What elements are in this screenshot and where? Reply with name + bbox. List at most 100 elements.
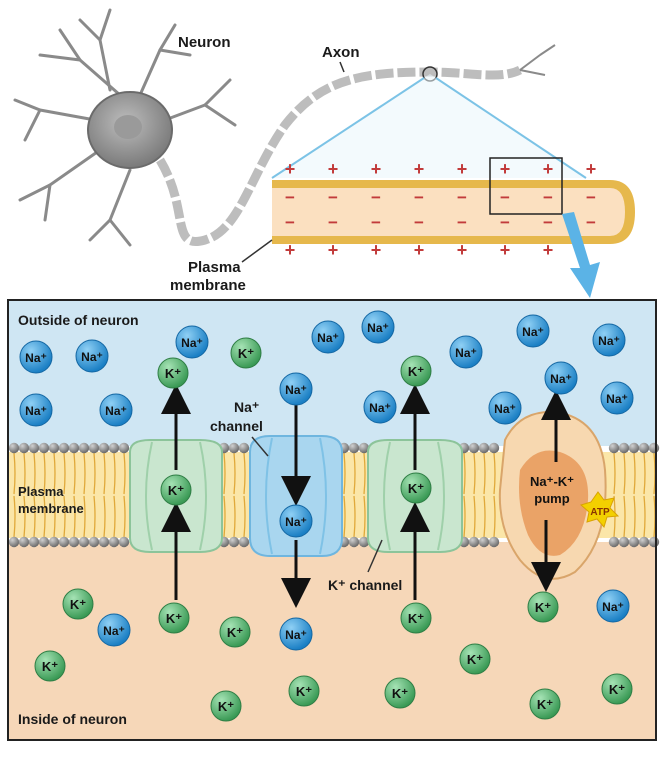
svg-text:K⁺: K⁺ <box>467 652 483 667</box>
svg-text:−: − <box>586 188 596 207</box>
plasma-membrane-side-label-2: membrane <box>18 501 84 516</box>
svg-text:K⁺: K⁺ <box>70 597 86 612</box>
plus-sign: + <box>285 240 296 260</box>
sodium-ion: Na⁺ <box>279 372 313 406</box>
potassium-ion: K⁺ <box>219 616 251 648</box>
sodium-ion: Na⁺ <box>361 310 395 344</box>
plus-sign: + <box>285 159 296 179</box>
svg-text:K⁺: K⁺ <box>296 684 312 699</box>
potassium-ion: K⁺ <box>400 602 432 634</box>
svg-text:Na⁺: Na⁺ <box>25 351 47 365</box>
sodium-ion: Na⁺ <box>363 390 397 424</box>
na-channel-label-1: Na⁺ <box>234 399 259 415</box>
neuron-nucleus <box>114 115 142 139</box>
phospholipid-head <box>618 442 630 454</box>
k-channel-label: K⁺ channel <box>328 577 402 593</box>
sodium-ion: Na⁺ <box>600 381 634 415</box>
svg-text:−: − <box>285 213 295 232</box>
sodium-ion: Na⁺ <box>19 340 53 374</box>
plus-sign: + <box>371 159 382 179</box>
phospholipid-head <box>78 536 90 548</box>
svg-text:−: − <box>328 188 338 207</box>
sodium-ion: Na⁺ <box>75 339 109 373</box>
svg-text:Na⁺: Na⁺ <box>317 331 339 345</box>
phospholipid-head <box>58 442 70 454</box>
pump-label-2: pump <box>534 491 569 506</box>
axon-label: Axon <box>322 44 360 61</box>
phospholipid-head <box>28 442 40 454</box>
phospholipid-head <box>468 536 480 548</box>
phospholipid-head <box>118 442 130 454</box>
potassium-ion: K⁺ <box>400 355 432 387</box>
potassium-ion: K⁺ <box>400 472 432 504</box>
svg-text:−: − <box>543 188 553 207</box>
sodium-ion: Na⁺ <box>592 323 626 357</box>
sodium-ion: Na⁺ <box>544 361 578 395</box>
phospholipid-head <box>488 536 500 548</box>
phospholipid-head <box>238 442 250 454</box>
phospholipid-head <box>98 442 110 454</box>
plus-sign: + <box>328 240 339 260</box>
phospholipid-head <box>358 442 370 454</box>
plus-sign: + <box>543 240 554 260</box>
phospholipid-head <box>618 536 630 548</box>
phospholipid-head <box>228 442 240 454</box>
svg-text:−: − <box>371 213 381 232</box>
svg-text:K⁺: K⁺ <box>168 483 184 498</box>
phospholipid-head <box>78 442 90 454</box>
phospholipid-heads <box>8 442 660 548</box>
phospholipid-head <box>18 536 30 548</box>
potassium-ion: K⁺ <box>601 673 633 705</box>
inside-charges: − − − − − − − − − − − − − − − − <box>285 188 596 232</box>
potassium-ion: K⁺ <box>210 690 242 722</box>
outside-charges: + + + + + + + + + + + + + + + <box>285 159 597 260</box>
sodium-ion: Na⁺ <box>175 325 209 359</box>
phospholipid-head <box>58 536 70 548</box>
svg-text:K⁺: K⁺ <box>537 697 553 712</box>
svg-text:K⁺: K⁺ <box>227 625 243 640</box>
svg-text:−: − <box>285 188 295 207</box>
phospholipid-head <box>28 536 40 548</box>
svg-text:Na⁺: Na⁺ <box>606 392 628 406</box>
phospholipid-head <box>608 442 620 454</box>
phospholipid-head <box>628 536 640 548</box>
svg-text:Na⁺: Na⁺ <box>550 372 572 386</box>
phospholipid-head <box>228 536 240 548</box>
svg-text:Na⁺: Na⁺ <box>103 624 125 638</box>
plus-sign: + <box>500 159 511 179</box>
svg-text:Na⁺: Na⁺ <box>181 336 203 350</box>
potassium-ion: K⁺ <box>34 650 66 682</box>
phospholipid-head <box>48 442 60 454</box>
atp-star-icon: ATP <box>579 491 620 529</box>
transport-arrows <box>161 384 571 608</box>
svg-text:K⁺: K⁺ <box>42 659 58 674</box>
potassium-ion: K⁺ <box>230 337 262 369</box>
phospholipid-head <box>88 536 100 548</box>
plus-sign: + <box>457 159 468 179</box>
svg-text:−: − <box>371 188 381 207</box>
svg-text:−: − <box>543 213 553 232</box>
sodium-ion: Na⁺ <box>19 393 53 427</box>
sodium-ion: Na⁺ <box>97 613 131 647</box>
plus-sign: + <box>586 159 597 179</box>
svg-text:Na⁺: Na⁺ <box>367 321 389 335</box>
svg-text:K⁺: K⁺ <box>408 364 424 379</box>
svg-text:Na⁺: Na⁺ <box>494 402 516 416</box>
atp-label: ATP <box>590 507 610 518</box>
potassium-ion: K⁺ <box>160 474 192 506</box>
svg-text:K⁺: K⁺ <box>392 686 408 701</box>
svg-text:−: − <box>500 188 510 207</box>
svg-text:K⁺: K⁺ <box>535 600 551 615</box>
plus-sign: + <box>457 240 468 260</box>
sodium-ion: Na⁺ <box>279 617 313 651</box>
inside-label: Inside of neuron <box>18 711 127 727</box>
svg-text:K⁺: K⁺ <box>165 366 181 381</box>
phospholipid-head <box>478 442 490 454</box>
sodium-ion: Na⁺ <box>488 391 522 425</box>
svg-text:Na⁺: Na⁺ <box>285 383 307 397</box>
phospholipid-head <box>238 536 250 548</box>
svg-text:−: − <box>414 188 424 207</box>
svg-text:Na⁺: Na⁺ <box>598 334 620 348</box>
svg-text:−: − <box>457 213 467 232</box>
